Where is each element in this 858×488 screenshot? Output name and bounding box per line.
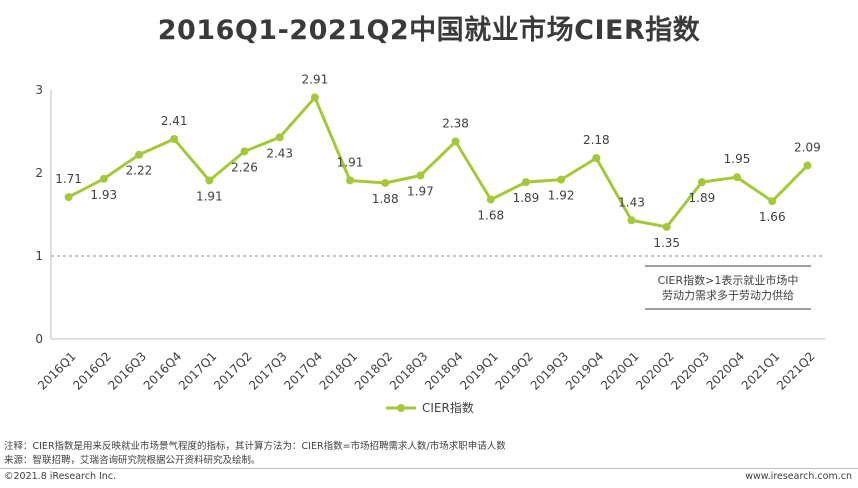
x-tick-label: 2020Q3 (668, 349, 712, 393)
data-label: 2.22 (126, 164, 153, 178)
data-point (451, 137, 460, 146)
data-label: 2.38 (442, 116, 469, 130)
x-tick-label: 2018Q3 (387, 349, 431, 393)
y-tick-label: 0 (35, 332, 43, 346)
x-tick-label: 2019Q4 (563, 349, 607, 393)
data-point (521, 178, 530, 187)
data-point (592, 154, 601, 163)
data-label: 1.43 (618, 195, 645, 209)
data-label: 1.88 (372, 192, 399, 206)
x-tick-label: 2020Q2 (633, 349, 677, 393)
chart-note: 注释：CIER指数是用来反映就业市场景气程度的指标，其计算方法为：CIER指数=… (4, 441, 506, 452)
data-point (134, 150, 143, 159)
x-tick-label: 2016Q3 (106, 349, 150, 393)
x-tick-label: 2017Q2 (211, 349, 255, 393)
data-label: 1.91 (196, 189, 223, 203)
annotation-text: 劳动力需求多于劳动力供给 (662, 288, 794, 302)
footer-copyright: ©2021.8 iResearch Inc. (4, 471, 117, 482)
y-tick-label: 2 (35, 166, 43, 180)
data-point (662, 222, 671, 231)
data-label: 1.93 (90, 188, 117, 202)
data-label: 1.71 (55, 172, 82, 186)
data-point (240, 147, 249, 156)
data-label: 1.35 (653, 236, 680, 250)
data-point (170, 134, 179, 143)
data-point (205, 176, 214, 185)
data-point (416, 171, 425, 180)
data-point (346, 176, 355, 185)
data-label: 1.68 (477, 209, 504, 223)
x-tick-label: 2017Q3 (246, 349, 290, 393)
data-label: 1.91 (337, 155, 364, 169)
data-label: 1.95 (724, 152, 751, 166)
data-point (486, 195, 495, 204)
x-tick-label: 2017Q1 (176, 349, 220, 393)
x-tick-label: 2019Q3 (528, 349, 572, 393)
annotation-text: CIER指数>1表示就业市场中 (658, 273, 799, 287)
data-label: 2.41 (161, 114, 188, 128)
data-label: 1.92 (548, 189, 575, 203)
footer-divider (0, 468, 858, 469)
data-label: 2.91 (302, 72, 329, 86)
legend-marker (397, 404, 405, 412)
data-label: 1.97 (407, 184, 434, 198)
data-point (310, 93, 319, 102)
page-title: 2016Q1-2021Q2中国就业市场CIER指数 (157, 15, 701, 46)
data-point (99, 174, 108, 183)
data-point (64, 193, 73, 202)
data-point (381, 178, 390, 187)
x-tick-label: 2016Q4 (141, 349, 185, 393)
x-tick-label: 2016Q1 (35, 349, 79, 393)
x-tick-label: 2019Q2 (493, 349, 537, 393)
footer-website: www.iresearch.com.cn (745, 471, 852, 482)
y-tick-label: 3 (35, 83, 43, 97)
data-label: 2.26 (231, 160, 258, 174)
x-tick-label: 2018Q4 (422, 349, 466, 393)
data-label: 2.18 (583, 133, 610, 147)
data-label: 1.66 (759, 210, 786, 224)
data-point (733, 173, 742, 182)
chart-source: 来源：智联招聘，艾瑞咨询研究院根据公开资料研究及绘制。 (4, 455, 261, 466)
series-line-cier (67, 96, 809, 229)
x-tick-label: 2019Q1 (457, 349, 501, 393)
data-label: 1.89 (513, 191, 540, 205)
data-point (768, 197, 777, 206)
data-label: 2.09 (794, 141, 821, 155)
x-tick-label: 2021Q1 (739, 349, 783, 393)
x-tick-label: 2021Q2 (774, 349, 818, 393)
x-tick-label: 2020Q4 (704, 349, 748, 393)
data-point (627, 216, 636, 225)
x-tick-label: 2016Q2 (70, 349, 114, 393)
x-tick-label: 2018Q2 (352, 349, 396, 393)
data-label: 2.43 (266, 146, 293, 160)
data-point (275, 133, 284, 142)
line-chart: 0 1 2 3 2016Q12016Q22016Q32016Q42017Q12017Q2… (35, 72, 825, 415)
x-tick-label: 2017Q4 (281, 349, 325, 393)
y-tick-label: 1 (35, 249, 43, 263)
x-tick-label: 2018Q1 (317, 349, 361, 393)
legend-label: CIER指数 (422, 400, 474, 415)
data-point (697, 178, 706, 187)
data-point (803, 161, 812, 170)
x-tick-label: 2020Q1 (598, 349, 642, 393)
data-label: 1.89 (689, 191, 716, 205)
data-point (557, 175, 566, 184)
